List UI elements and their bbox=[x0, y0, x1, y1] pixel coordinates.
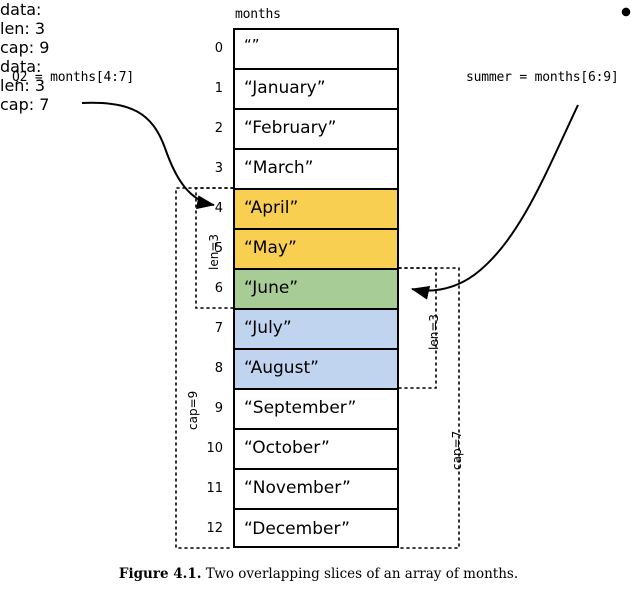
array-cell-value: “October” bbox=[244, 437, 330, 458]
array-index: 10 bbox=[206, 440, 223, 456]
array-index: 7 bbox=[214, 320, 223, 336]
array-index: 12 bbox=[206, 520, 223, 536]
summer-data-key: data: bbox=[0, 57, 42, 76]
summer-len-key: len: bbox=[0, 76, 30, 95]
array-cell: “July” bbox=[235, 310, 397, 350]
array-cell-value: “April” bbox=[244, 197, 299, 218]
array-index-column: 0 1 2 3 4 5 6 7 8 9 10 11 12 bbox=[186, 28, 228, 548]
array-index: 6 bbox=[214, 280, 223, 296]
q2-slice-expression: Q2 = months[4:7] bbox=[12, 70, 135, 85]
array-index: 4 bbox=[214, 200, 223, 216]
array-index: 2 bbox=[214, 120, 223, 136]
figure-caption: Figure 4.1. Two overlapping slices of an… bbox=[0, 566, 637, 582]
q2-cap-field: cap: 9 bbox=[0, 38, 637, 57]
array-cell-value: “January” bbox=[244, 77, 326, 98]
summer-cap-key: cap: bbox=[0, 95, 35, 114]
array-cell: “September” bbox=[235, 390, 397, 430]
q2-cap-value: 9 bbox=[39, 38, 50, 57]
array-cell: “November” bbox=[235, 470, 397, 510]
q2-data-key: data: bbox=[0, 0, 42, 19]
q2-slice-struct: data: len: 3 cap: 9 bbox=[0, 0, 637, 57]
array-cell: “August” bbox=[235, 350, 397, 390]
array-cell-value: “February” bbox=[244, 117, 337, 138]
array-cell: “December” bbox=[235, 510, 397, 550]
array-cell-value: “August” bbox=[244, 357, 319, 378]
summer-slice-expression: summer = months[6:9] bbox=[466, 70, 619, 85]
q2-cap-key: cap: bbox=[0, 38, 35, 57]
summer-data-arrow bbox=[411, 104, 579, 300]
array-cell: “June” bbox=[235, 270, 397, 310]
summer-len-value: 3 bbox=[34, 76, 46, 95]
array-cell: “April” bbox=[235, 190, 397, 230]
summer-cap-bracket bbox=[398, 267, 460, 549]
array-cell-value: “June” bbox=[244, 277, 299, 298]
array-index: 3 bbox=[214, 160, 223, 176]
q2-cap-bracket-label: cap=9 bbox=[186, 390, 200, 430]
summer-cap-field: cap: 7 bbox=[0, 95, 637, 114]
array-cell-value: “November” bbox=[244, 477, 351, 498]
array-cell: “January” bbox=[235, 70, 397, 110]
q2-len-field: len: 3 bbox=[0, 19, 637, 38]
array-index: 0 bbox=[214, 40, 223, 56]
summer-cap-value: 7 bbox=[39, 95, 50, 114]
array-cells-table: “” “January” “February” “March” “April” … bbox=[233, 28, 399, 548]
array-cell-value: “” bbox=[244, 35, 260, 54]
array-cell-value: “September” bbox=[244, 397, 357, 418]
summer-cap-bracket-label: cap=7 bbox=[450, 430, 464, 470]
summer-slice-struct: data: len: 3 cap: 7 bbox=[0, 7, 637, 114]
array-cell: “May” bbox=[235, 230, 397, 270]
q2-len-value: 3 bbox=[34, 19, 46, 38]
array-index: 5 bbox=[214, 240, 223, 256]
q2-data-field: data: bbox=[0, 0, 637, 19]
array-cell: “” bbox=[235, 30, 397, 70]
q2-len-bracket-label: len=3 bbox=[207, 233, 221, 270]
summer-len-bracket-label: len=3 bbox=[427, 313, 441, 350]
q2-len-key: len: bbox=[0, 19, 30, 38]
array-cell-value: “July” bbox=[244, 317, 292, 338]
array-index: 8 bbox=[214, 360, 223, 376]
array-cell: “February” bbox=[235, 110, 397, 150]
array-index: 1 bbox=[214, 80, 223, 96]
summer-data-field: data: bbox=[0, 7, 637, 76]
array-index: 11 bbox=[206, 480, 223, 496]
summer-len-field: len: 3 bbox=[0, 76, 637, 95]
summer-pointer-dot-icon bbox=[621, 7, 631, 17]
array-cell-value: “December” bbox=[244, 518, 350, 539]
array-cell-value: “March” bbox=[244, 157, 314, 178]
array-cell-value: “May” bbox=[244, 237, 297, 258]
figure-caption-label: Figure 4.1. bbox=[118, 566, 202, 582]
array-cell: “March” bbox=[235, 150, 397, 190]
figure-caption-text: Two overlapping slices of an array of mo… bbox=[205, 566, 519, 582]
array-cell: “October” bbox=[235, 430, 397, 470]
array-name-label: months bbox=[235, 7, 281, 22]
array-index: 9 bbox=[214, 400, 223, 416]
